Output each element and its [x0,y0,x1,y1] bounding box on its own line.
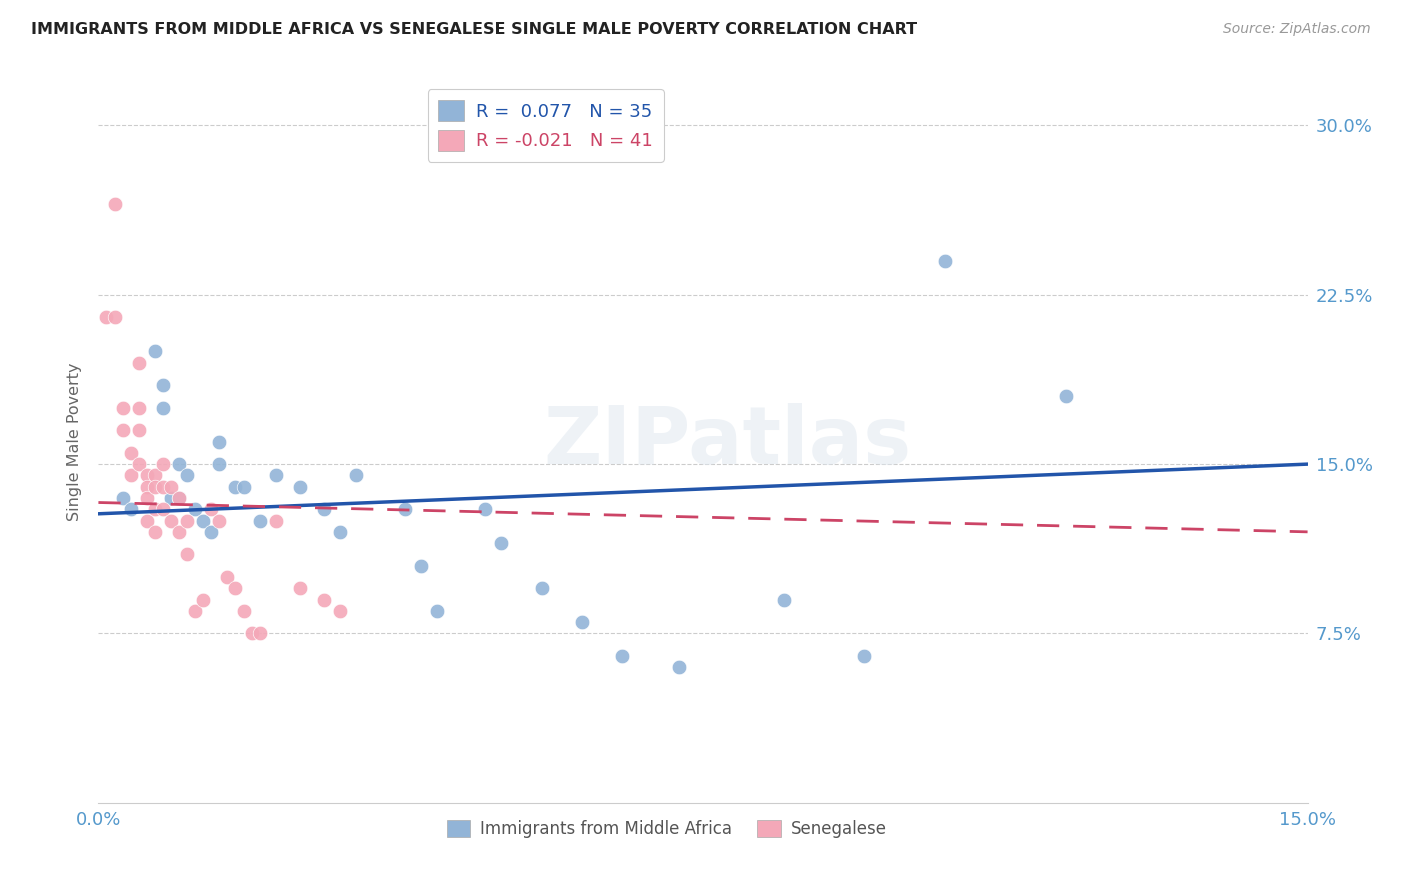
Point [135,491,157,505]
Point [120,468,142,483]
Point [217,570,239,584]
Point [96,310,118,325]
Point [193,514,215,528]
Point [143,502,166,516]
Point [167,457,190,471]
Point [612,648,634,663]
Point [208,434,231,449]
Point [426,604,449,618]
Point [135,468,157,483]
Point [249,626,271,640]
Point [394,502,416,516]
Point [128,457,150,471]
Point [135,480,157,494]
Point [264,468,287,483]
Point [344,468,367,483]
Point [143,524,166,539]
Point [184,502,207,516]
Point [143,480,166,494]
Point [314,502,336,516]
Point [167,524,190,539]
Point [111,423,134,437]
Text: IMMIGRANTS FROM MIDDLE AFRICA VS SENEGALESE SINGLE MALE POVERTY CORRELATION CHAR: IMMIGRANTS FROM MIDDLE AFRICA VS SENEGAL… [31,22,917,37]
Point [103,310,125,325]
Point [200,524,222,539]
Point [264,514,287,528]
Y-axis label: Single Male Poverty: Single Male Poverty [67,362,83,521]
Point [120,446,142,460]
Point [772,592,794,607]
Point [160,491,183,505]
Point [160,480,183,494]
Point [288,480,311,494]
Point [288,582,311,596]
Point [200,502,222,516]
Point [160,514,183,528]
Point [135,514,157,528]
Point [111,491,134,505]
Point [668,660,690,674]
Point [193,592,215,607]
Point [853,648,876,663]
Point [128,355,150,369]
Point [167,491,190,505]
Point [128,423,150,437]
Legend: Immigrants from Middle Africa, Senegalese: Immigrants from Middle Africa, Senegales… [440,814,893,845]
Text: Source: ZipAtlas.com: Source: ZipAtlas.com [1223,22,1371,37]
Point [152,502,174,516]
Point [167,491,190,505]
Point [224,582,246,596]
Point [224,480,246,494]
Point [128,401,150,415]
Point [249,514,271,528]
Point [240,626,263,640]
Point [176,514,198,528]
Point [143,468,166,483]
Point [152,401,174,415]
Point [1054,389,1077,403]
Point [329,604,352,618]
Point [474,502,496,516]
Point [208,457,231,471]
Point [184,604,207,618]
Point [314,592,336,607]
Point [208,514,231,528]
Point [232,480,254,494]
Point [152,378,174,392]
Point [571,615,593,630]
Point [152,457,174,471]
Point [232,604,254,618]
Point [491,536,513,550]
Point [120,502,142,516]
Point [143,344,166,359]
Point [176,548,198,562]
Text: ZIPatlas: ZIPatlas [543,402,911,481]
Point [111,401,134,415]
Point [329,524,352,539]
Point [103,197,125,211]
Point [176,468,198,483]
Point [409,558,432,573]
Point [530,582,553,596]
Point [934,253,956,268]
Point [152,480,174,494]
